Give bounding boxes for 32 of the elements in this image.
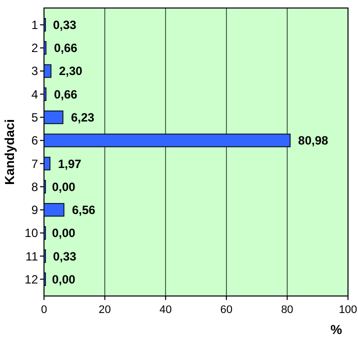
data-label: 0,33 <box>53 18 77 32</box>
x-tick-label: 60 <box>220 304 233 316</box>
y-tick-label: 7 <box>31 156 38 171</box>
x-tick-label: 40 <box>159 304 172 316</box>
y-axis-title: Kandydaci <box>2 119 17 185</box>
x-tick-label: 100 <box>338 304 358 316</box>
data-label: 6,23 <box>70 110 95 124</box>
y-tick-label: 8 <box>31 180 38 194</box>
data-label: 0,00 <box>52 226 76 240</box>
y-tick-label: 12 <box>24 272 38 286</box>
y-tick-label: 5 <box>31 110 38 124</box>
y-tick-label: 11 <box>26 249 38 264</box>
data-label: 0,00 <box>52 272 76 286</box>
data-label: 1,97 <box>58 156 82 171</box>
y-tick-label: 6 <box>31 134 38 148</box>
x-tick-label: 20 <box>98 304 111 316</box>
x-tick-label: 80 <box>281 304 294 316</box>
data-label: 0,66 <box>54 87 78 102</box>
data-label: 0,66 <box>54 41 78 56</box>
data-label: 0,00 <box>52 180 76 194</box>
data-label: 80,98 <box>298 134 329 148</box>
x-axis-title: % <box>330 322 342 337</box>
y-tick-label: 3 <box>31 64 38 78</box>
x-tick-label: 0 <box>40 304 48 316</box>
y-tick-label: 9 <box>31 203 38 218</box>
y-tick-label: 4 <box>31 87 38 102</box>
y-tick-label: 1 <box>31 18 38 32</box>
data-label: 6,56 <box>72 203 96 218</box>
y-tick-label: 2 <box>31 41 38 56</box>
data-label: 2,30 <box>58 64 83 78</box>
data-label: 0,33 <box>53 249 77 264</box>
y-tick-label: 10 <box>24 226 38 240</box>
